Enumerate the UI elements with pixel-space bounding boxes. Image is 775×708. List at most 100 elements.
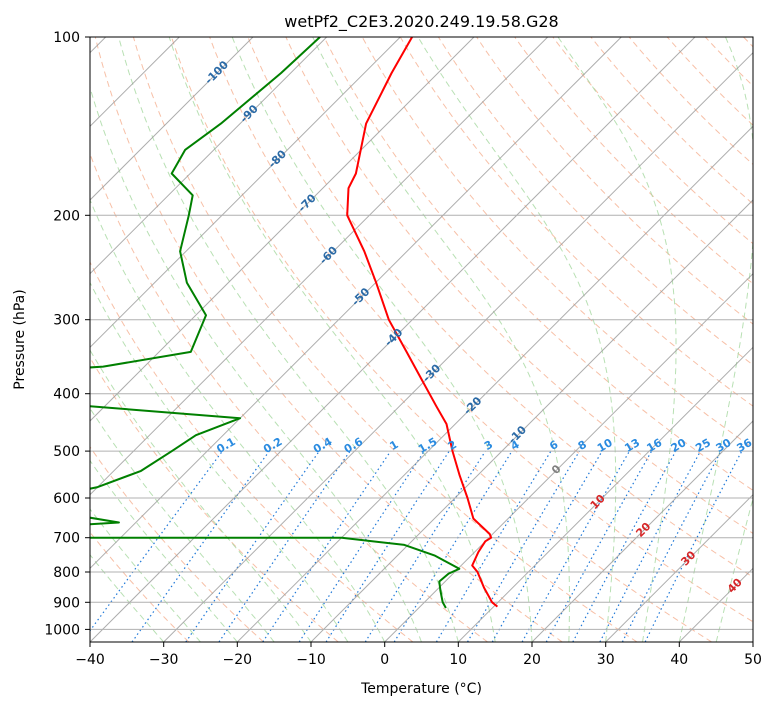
isotherm-line xyxy=(457,346,753,642)
mixing-ratio-label: 0.4 xyxy=(311,435,335,456)
moist-adiabat-line xyxy=(312,37,570,642)
mixing-ratio-line xyxy=(572,450,677,642)
mixing-ratio-label: 36 xyxy=(734,436,754,455)
isotherm-line xyxy=(384,272,753,642)
dry-adiabat-line xyxy=(743,37,753,48)
dewpoint-profile-line xyxy=(90,37,461,609)
y-tick-label: 1000 xyxy=(44,622,80,638)
moist-adiabat-line xyxy=(118,37,459,642)
mixing-ratio-label: 20 xyxy=(669,436,689,455)
y-tick-label: 300 xyxy=(53,313,80,329)
y-tick-label: 400 xyxy=(53,387,80,403)
isotherm-line xyxy=(90,37,401,349)
isotherm-label: 30 xyxy=(678,548,698,568)
temperature-profile-line xyxy=(346,37,499,608)
dry-adiabat-line xyxy=(90,531,190,642)
x-tick-label: 10 xyxy=(449,652,467,668)
y-tick-label: 100 xyxy=(53,30,80,46)
moist-adiabat-line xyxy=(90,85,422,642)
mixing-ratio-line xyxy=(185,450,320,642)
mixing-ratio-line xyxy=(644,450,743,642)
dry-adiabat-line xyxy=(90,446,264,642)
moist-adiabat-line xyxy=(90,554,165,642)
x-tick-label: 20 xyxy=(523,652,541,668)
dry-adiabat-line xyxy=(90,356,339,642)
chart-title: wetPf2_C2E3.2020.249.19.58.G28 xyxy=(284,12,558,32)
mixing-ratio-line xyxy=(364,450,486,642)
y-axis-label: Pressure (hPa) xyxy=(12,289,28,389)
x-tick-label: 0 xyxy=(380,652,389,668)
mixing-ratio-label: 0.6 xyxy=(342,435,366,456)
dry-adiabat-line xyxy=(209,37,753,623)
mixing-ratio-line xyxy=(599,450,702,642)
mixing-ratio-line xyxy=(218,450,351,642)
dry-adiabat-line xyxy=(94,37,563,642)
dry-adiabat-line xyxy=(323,37,753,491)
mixing-ratio-line xyxy=(466,450,580,642)
mixing-ratio-label: 0.1 xyxy=(214,435,237,456)
dry-adiabat-line xyxy=(90,260,414,642)
mixing-ratio-line xyxy=(262,450,392,642)
x-tick-label: 40 xyxy=(670,652,688,668)
dry-adiabat-line xyxy=(437,37,753,366)
dry-adiabat-line xyxy=(666,37,753,126)
dry-adiabat-line xyxy=(285,37,753,535)
isotherm-line xyxy=(90,37,254,201)
mixing-ratio-line xyxy=(298,450,425,642)
moist-adiabat-line xyxy=(90,281,349,642)
x-tick-label: 30 xyxy=(597,652,615,668)
mixing-ratio-line xyxy=(131,450,270,642)
isotherm-line xyxy=(90,37,696,642)
moist-adiabat-line xyxy=(715,496,753,642)
mixing-ratio-label: 0.2 xyxy=(261,435,284,456)
moist-adiabat-line xyxy=(168,37,496,642)
mixing-ratio-label: 13 xyxy=(622,436,642,455)
moist-adiabat-line xyxy=(90,508,201,642)
mixing-ratio-line xyxy=(325,450,450,642)
x-tick-label: −10 xyxy=(296,652,326,668)
dry-adiabat-line xyxy=(247,37,753,578)
moist-adiabat-line xyxy=(678,37,753,642)
isotherm-line xyxy=(90,37,475,422)
x-tick-label: −20 xyxy=(223,652,253,668)
mixing-ratio-line xyxy=(545,450,653,642)
y-tick-label: 700 xyxy=(53,531,80,547)
moist-adiabat-line xyxy=(417,37,617,642)
moist-adiabat-line xyxy=(90,198,386,642)
mixing-ratio-label: 10 xyxy=(595,436,615,455)
mixing-ratio-line xyxy=(435,450,552,642)
dry-adiabat-line xyxy=(132,37,638,642)
mixing-ratio-label: 30 xyxy=(714,436,734,455)
dry-adiabat-line xyxy=(171,37,712,642)
dry-adiabat-line xyxy=(590,37,753,205)
plot-frame xyxy=(89,36,754,643)
isotherm-line xyxy=(236,125,753,642)
y-tick-label: 600 xyxy=(53,491,80,507)
background-lines-group xyxy=(90,37,753,642)
moist-adiabat-line xyxy=(90,459,238,642)
axes-group: −40 −30 −20 −10 0 10 20 30 40 50 100 200 300 400 500 60… xyxy=(44,30,762,668)
isotherm-line xyxy=(678,567,753,642)
isotherm-label: -60 xyxy=(317,243,340,266)
isotherm-line xyxy=(90,37,622,570)
dry-adiabat-line xyxy=(514,37,753,285)
x-tick-label: −40 xyxy=(75,652,105,668)
isotherm-line xyxy=(90,37,549,496)
isotherm-line xyxy=(310,199,753,642)
isotherm-line xyxy=(90,37,328,275)
mixing-ratio-label: 25 xyxy=(693,436,713,455)
isotherm-line xyxy=(163,51,753,642)
profile-series-group xyxy=(90,37,499,609)
y-tick-label: 500 xyxy=(53,444,80,460)
y-tick-label: 200 xyxy=(53,208,80,224)
x-tick-label: −30 xyxy=(149,652,179,668)
moist-adiabat-line xyxy=(90,349,312,642)
moist-adiabat-line xyxy=(557,37,677,642)
x-tick-label: 50 xyxy=(744,652,762,668)
x-axis-label: Temperature (°C) xyxy=(360,681,482,697)
dry-adiabat-line xyxy=(704,37,753,87)
dry-adiabat-line xyxy=(476,37,753,325)
mixing-ratio-line xyxy=(90,450,223,632)
y-tick-label: 900 xyxy=(53,595,80,611)
